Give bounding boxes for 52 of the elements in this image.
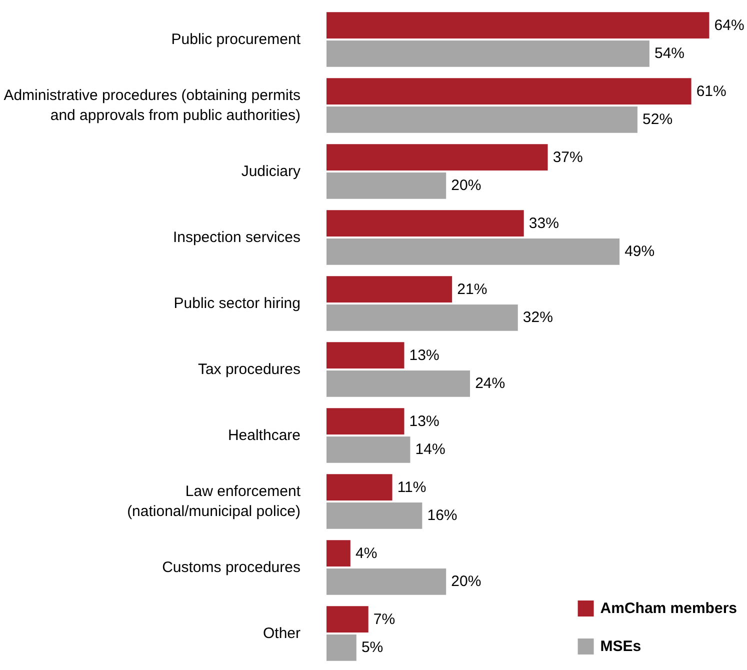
bar	[326, 606, 368, 633]
bar	[326, 568, 446, 595]
bar	[326, 144, 548, 171]
bar	[326, 276, 452, 303]
y-tick-label: Inspection services	[172, 229, 301, 246]
data-label: 64%	[714, 16, 744, 34]
legend-label: MSEs	[600, 638, 642, 654]
data-label: 49%	[624, 243, 655, 260]
bar	[326, 238, 620, 265]
bar	[326, 474, 392, 501]
data-label: 7%	[373, 610, 396, 628]
legend-label: AmCham members	[600, 600, 737, 616]
bar	[326, 12, 710, 39]
data-label: 32%	[522, 309, 553, 326]
bar	[326, 40, 650, 67]
y-tick-label: Administrative procedures (obtaining permits and approvals from public authorities)	[4, 86, 301, 124]
data-label: 33%	[528, 214, 559, 232]
data-label: 20%	[451, 177, 482, 194]
bar	[326, 436, 410, 463]
y-tick-label: Other	[262, 625, 301, 642]
bar	[326, 210, 524, 237]
data-label: 16%	[427, 507, 458, 524]
data-label: 52%	[642, 111, 673, 128]
bar	[326, 106, 638, 133]
data-label: 13%	[409, 412, 440, 430]
bar	[326, 370, 470, 397]
data-label: 14%	[415, 441, 446, 458]
y-tick-label: Law enforcement (national/municipal police)	[127, 482, 302, 520]
data-label: 37%	[552, 148, 583, 166]
data-label: 24%	[475, 375, 506, 392]
bar	[326, 540, 350, 567]
bar	[326, 172, 446, 199]
bar	[326, 634, 356, 661]
data-label: 13%	[409, 346, 440, 364]
data-label: 20%	[451, 573, 482, 590]
data-label: 21%	[457, 280, 488, 298]
bar	[326, 408, 404, 435]
data-label: 61%	[696, 82, 726, 100]
data-label: 54%	[654, 45, 685, 62]
bar	[326, 304, 518, 331]
y-tick-label: Public sector hiring	[174, 295, 301, 312]
bar	[326, 78, 692, 105]
y-tick-label: Healthcare	[228, 427, 301, 444]
data-label: 11%	[397, 478, 426, 496]
data-label: 5%	[361, 639, 384, 656]
y-tick-label: Judiciary	[241, 163, 301, 180]
y-tick-label: Public procurement	[171, 31, 302, 48]
y-tick-label: Customs procedures	[162, 559, 301, 576]
data-label: 4%	[355, 544, 378, 562]
y-tick-label: Tax procedures	[198, 361, 301, 378]
bar	[326, 342, 404, 369]
bar	[326, 502, 422, 529]
